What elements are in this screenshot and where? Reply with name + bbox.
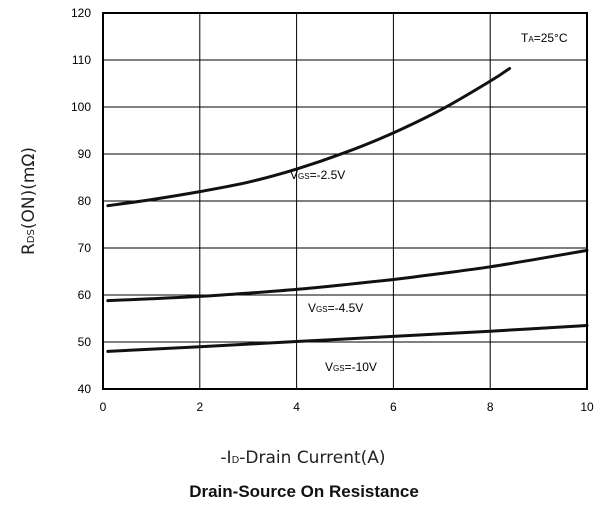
temperature-annotation: TA=25°C xyxy=(521,31,568,45)
y-tick-label: 120 xyxy=(71,6,91,20)
label-vgs-10v: VGS=-10V xyxy=(325,360,377,374)
data-curves xyxy=(106,66,589,353)
label-vgs-2-5v: VGS=-2.5V xyxy=(290,168,345,182)
x-tick-label: 10 xyxy=(580,400,594,414)
series-line-2 xyxy=(106,248,589,303)
y-tick-label: 50 xyxy=(78,335,92,349)
y-tick-label: 60 xyxy=(78,288,92,302)
x-tick-label: 6 xyxy=(390,400,397,414)
x-tick-label: 8 xyxy=(487,400,494,414)
chart-title: Drain-Source On Resistance xyxy=(189,482,419,501)
x-axis-label: -ID-Drain Current(A) xyxy=(220,448,385,468)
x-tick-label: 0 xyxy=(100,400,107,414)
x-tick-label: 2 xyxy=(196,400,203,414)
y-tick-label: 40 xyxy=(78,382,92,396)
y-tick-labels: 40 50 60 70 80 90 100 110 120 xyxy=(71,6,91,396)
x-tick-labels: 0 2 4 6 8 10 xyxy=(100,400,594,414)
plot-frame xyxy=(102,12,588,390)
label-vgs-4-5v: VGS=-4.5V xyxy=(308,301,363,315)
y-tick-label: 70 xyxy=(78,241,92,255)
y-tick-label: 80 xyxy=(78,194,92,208)
series-line-3 xyxy=(106,324,589,353)
y-tick-label: 100 xyxy=(71,100,91,114)
series-line-1 xyxy=(106,66,512,208)
grid-lines xyxy=(103,13,587,389)
x-tick-label: 4 xyxy=(293,400,300,414)
y-tick-label: 110 xyxy=(72,53,91,67)
y-tick-label: 90 xyxy=(78,147,92,161)
y-axis-label: RDS(ON)(mΩ) xyxy=(19,147,39,255)
